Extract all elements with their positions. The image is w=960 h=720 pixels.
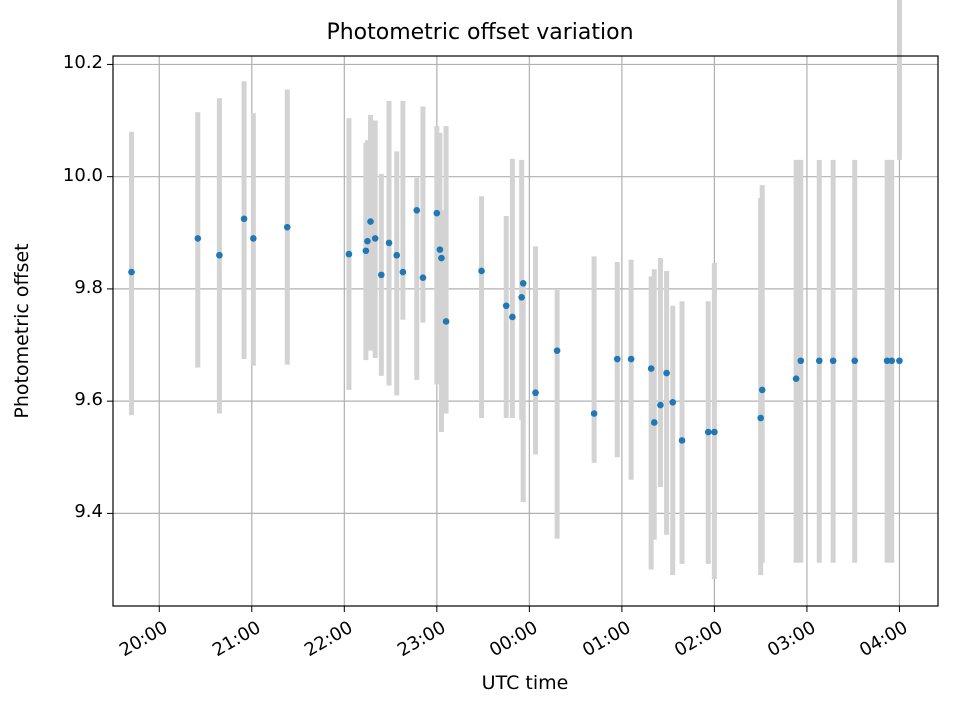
data-point [711, 428, 718, 436]
x-axis-label: UTC time [481, 672, 569, 694]
data-point [650, 419, 658, 426]
data-point [436, 246, 444, 253]
data-point [413, 207, 421, 214]
axis-ticks [107, 63, 900, 612]
data-point [378, 271, 385, 279]
data-point [590, 410, 598, 417]
data-point [647, 365, 655, 372]
data-point [128, 268, 135, 276]
data-point [797, 357, 805, 365]
y-tick-label: 9.4 [74, 501, 103, 523]
data-point [758, 386, 766, 394]
data-point [240, 215, 248, 223]
data-point [438, 254, 445, 262]
data-point [888, 357, 896, 365]
plot-frame [112, 55, 939, 607]
y-tick-label: 10.2 [62, 52, 103, 74]
data-point [419, 274, 427, 281]
data-point [829, 357, 837, 365]
data-point [757, 414, 764, 422]
data-point [250, 235, 257, 242]
data-point [362, 247, 370, 255]
data-point [216, 251, 223, 259]
data-point [815, 357, 823, 365]
data-point [678, 437, 686, 444]
y-tick-label: 9.8 [74, 276, 103, 298]
data-point [792, 375, 800, 383]
data-point [669, 398, 677, 406]
data-points [128, 207, 903, 444]
data-point [553, 347, 561, 354]
data-point [883, 357, 891, 365]
data-point [194, 235, 202, 242]
data-point [393, 251, 401, 259]
data-point [371, 235, 379, 242]
data-point [518, 294, 525, 301]
data-point [657, 401, 664, 409]
data-point [399, 268, 407, 276]
data-point [613, 355, 621, 363]
data-point [478, 267, 485, 275]
data-point [385, 239, 393, 247]
data-point [502, 302, 510, 310]
data-point [367, 218, 374, 225]
y-tick-label: 10.0 [62, 164, 103, 186]
data-point [704, 428, 712, 436]
data-point [433, 209, 441, 217]
y-tick-label: 9.6 [74, 389, 103, 411]
data-point [345, 250, 353, 258]
data-point [442, 318, 450, 325]
data-point [896, 357, 903, 365]
data-point [509, 313, 516, 321]
data-point [532, 389, 539, 397]
data-point [663, 369, 670, 377]
data-point [364, 237, 371, 245]
data-point [283, 223, 291, 231]
data-point [851, 357, 859, 365]
data-point [519, 279, 527, 287]
data-point [627, 355, 635, 363]
chart-title: Photometric offset variation [326, 20, 634, 45]
